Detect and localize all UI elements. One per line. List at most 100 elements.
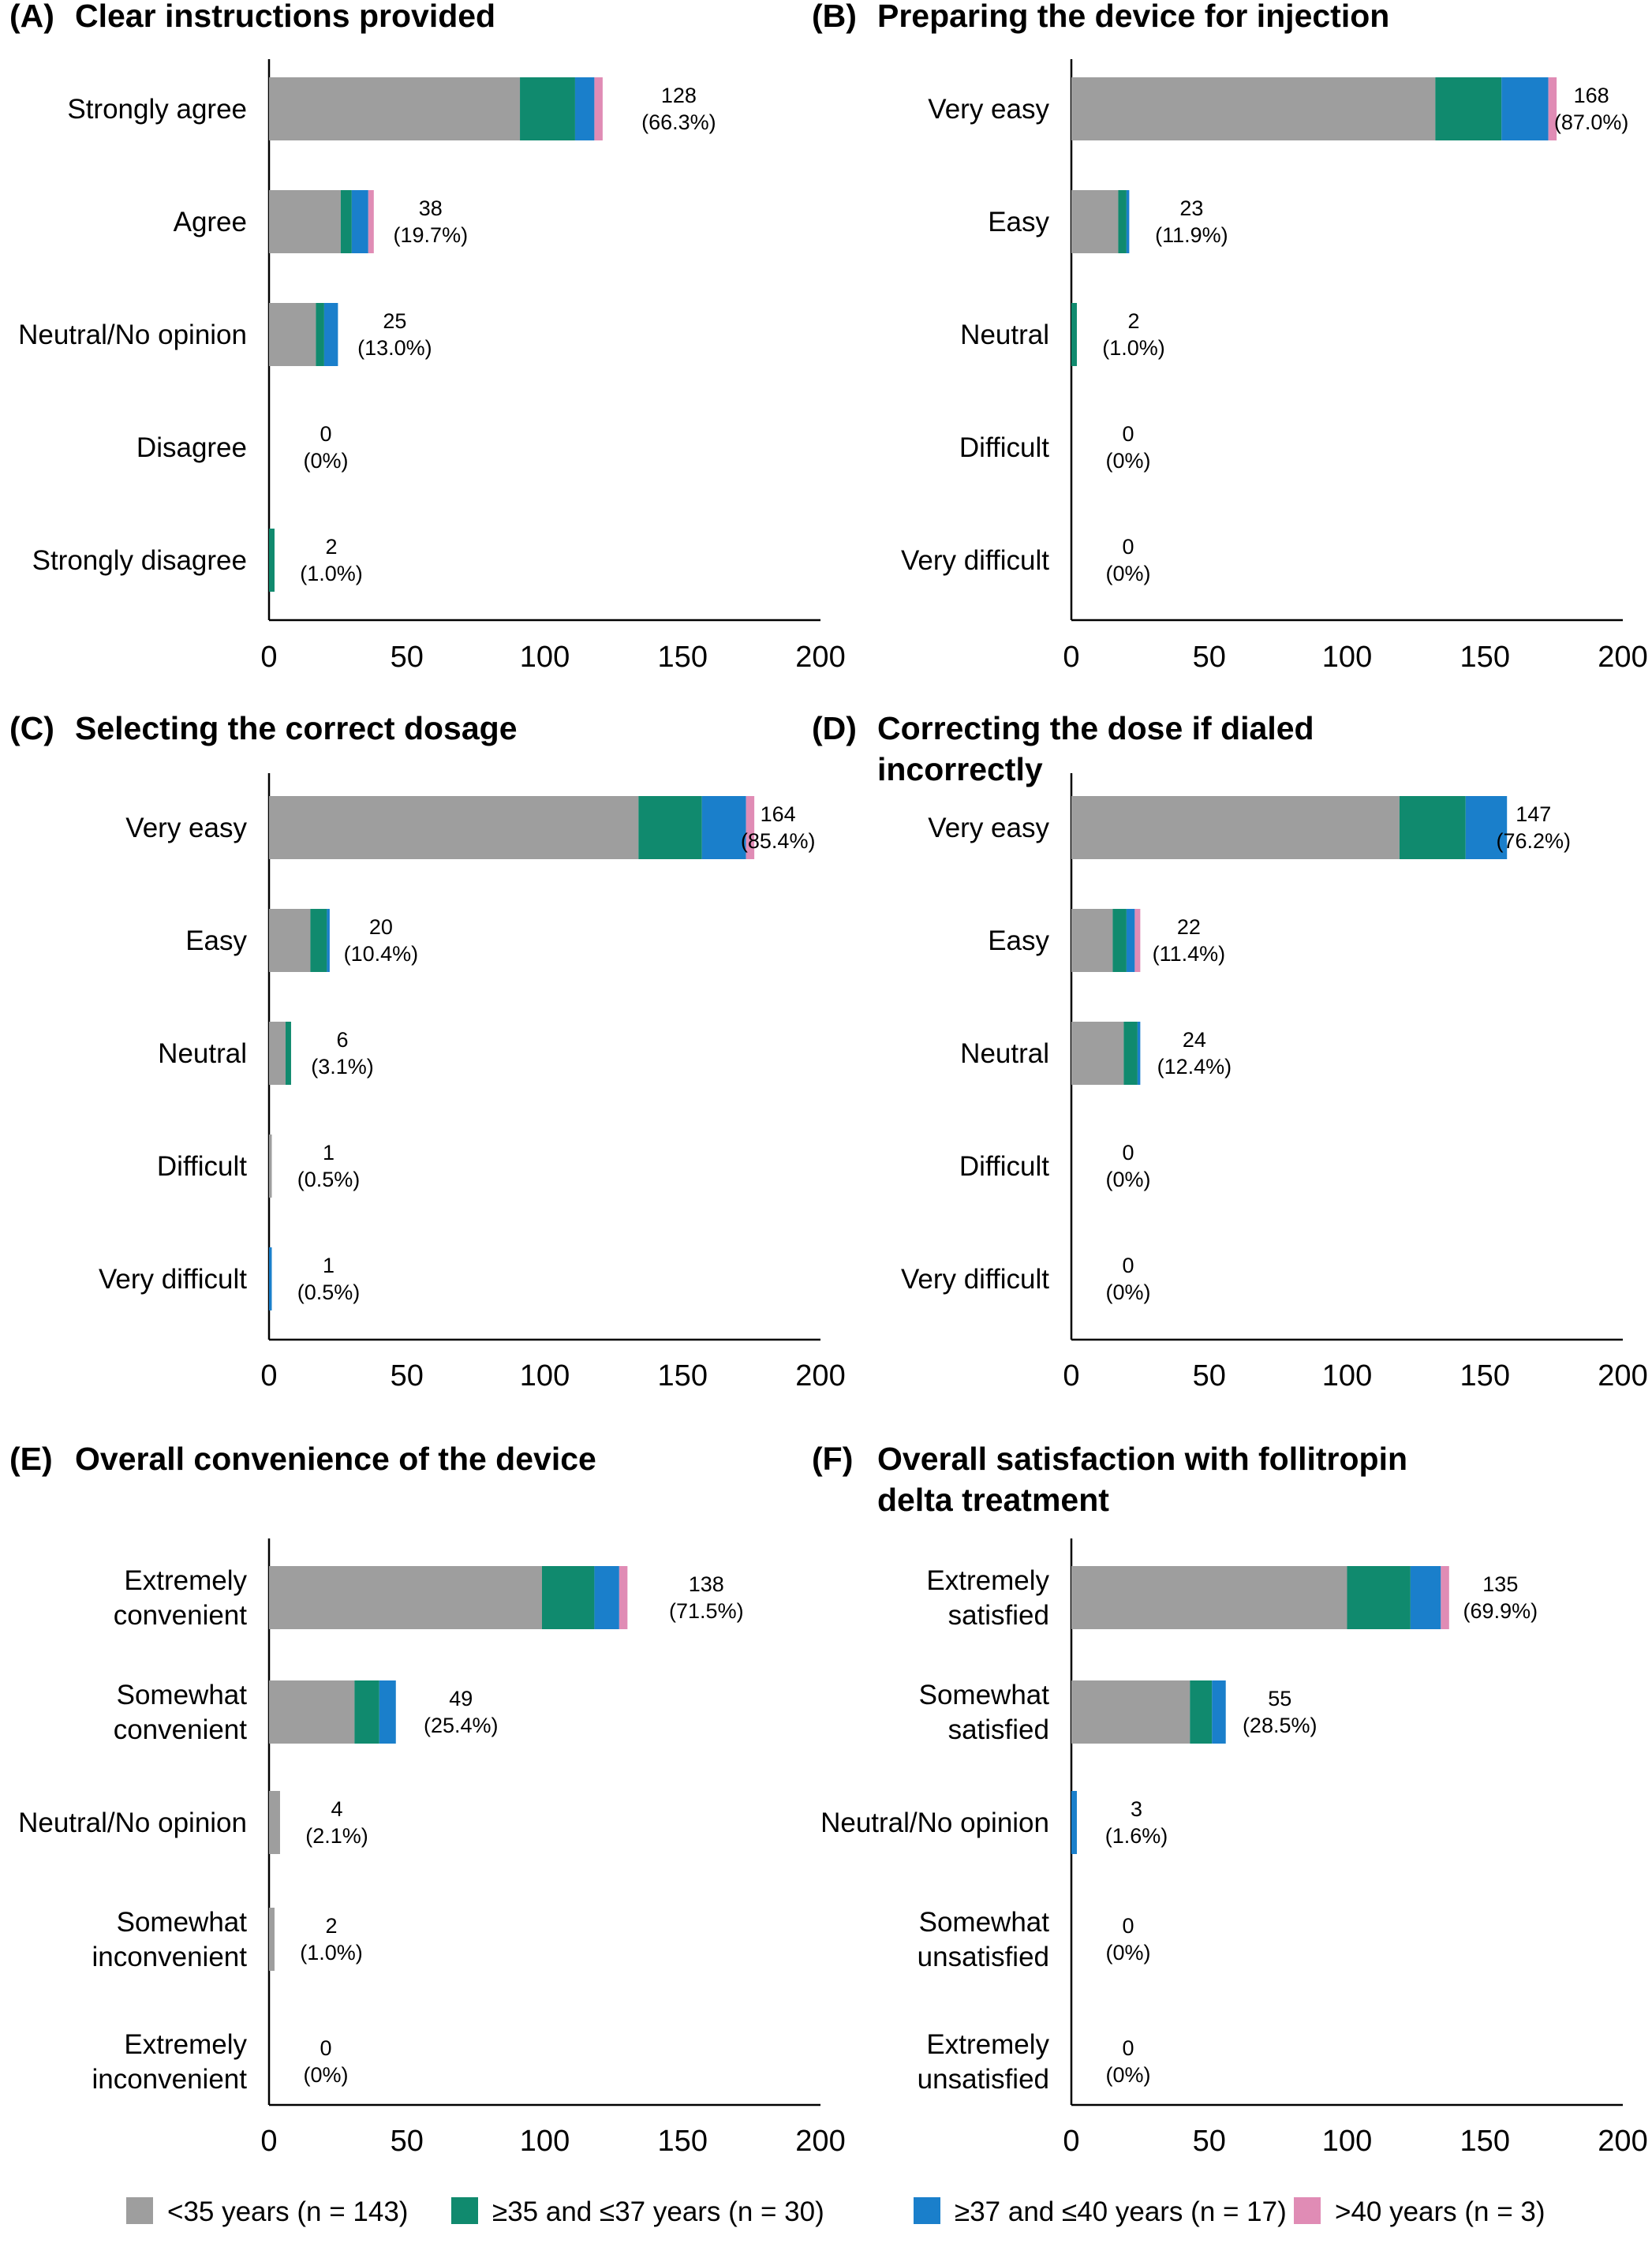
panel-f-category-extremely-unsatisfied: Extremely unsatisfied	[918, 2029, 1050, 2095]
panel-e-percent-somewhat-inconvenient: (1.0%)	[300, 1941, 363, 1964]
panel-c-title: Selecting the correct dosage	[75, 710, 518, 746]
panel-f-category-extremely-satisfied: Extremely satisfied	[926, 1565, 1049, 1631]
panel-b-bar-very-easy-series-4	[1548, 77, 1557, 140]
panel-c-xtick-50: 50	[391, 1359, 424, 1393]
panel-b-category-neutral: Neutral	[960, 320, 1049, 350]
panel-c-percent-easy: (10.4%)	[344, 942, 419, 966]
panel-d-category-difficult: Difficult	[959, 1151, 1049, 1182]
panel-e-letter: (E)	[9, 1441, 53, 1477]
panel-b-category-easy: Easy	[988, 207, 1049, 237]
panel-a-xtick-50: 50	[391, 641, 424, 674]
panel-d-letter: (D)	[812, 710, 857, 746]
panel-e-xtick-150: 150	[658, 2125, 708, 2158]
panel-e-count-somewhat-convenient: 49	[449, 1687, 473, 1710]
panel-a-bar-strongly-agree-series-3	[574, 77, 595, 140]
panel-a: (A) Clear instructions provided 0 50 100 150 2…	[9, 0, 846, 674]
panel-e-count-neutral-no-opinion: 4	[331, 1797, 342, 1821]
panel-d-bar-easy-series-3	[1126, 909, 1135, 972]
panel-c-xtick-0: 0	[260, 1359, 277, 1393]
panel-d-bar-very-easy-series-3	[1465, 796, 1508, 859]
panel-b-bar-very-easy-series-3	[1501, 77, 1549, 140]
panel-f-bar-somewhat-satisfied-series-3	[1212, 1680, 1226, 1744]
legend: <35 years (n = 143) ≥35 and ≤37 years (n …	[126, 2196, 1545, 2227]
panel-c-category-very-easy: Very easy	[125, 813, 247, 843]
panel-c-percent-difficult: (0.5%)	[297, 1168, 361, 1191]
panel-d-count-difficult: 0	[1122, 1141, 1134, 1164]
panel-c-category-neutral: Neutral	[158, 1038, 247, 1069]
panel-a-count-agree: 38	[419, 196, 443, 220]
panel-f-bar-extremely-satisfied-series-4	[1441, 1566, 1449, 1629]
panel-a-xtick-100: 100	[520, 641, 570, 674]
panel-f-title: Overall satisfaction with follitropin del…	[877, 1441, 1407, 1518]
panel-a-percent-neutral-no-opinion: (13.0%)	[357, 336, 432, 360]
panel-e-percent-extremely-convenient: (71.5%)	[669, 1599, 744, 1623]
panel-d-count-neutral: 24	[1183, 1028, 1206, 1052]
legend-label-2: ≥35 and ≤37 years (n = 30)	[492, 2196, 824, 2227]
panel-e-xtick-200: 200	[795, 2125, 845, 2158]
panel-f-percent-neutral-no-opinion: (1.6%)	[1105, 1824, 1168, 1848]
panel-b-count-difficult: 0	[1122, 422, 1134, 446]
legend-swatch-1	[126, 2197, 153, 2224]
panel-d-bar-neutral-series-2	[1123, 1022, 1138, 1085]
panel-a-bar-neutral-no-opinion-series-2	[316, 303, 324, 366]
panel-c-bar-easy-series-2	[310, 909, 327, 972]
panel-f-bar-somewhat-satisfied-series-1	[1071, 1680, 1190, 1744]
panel-b-percent-very-easy: (87.0%)	[1554, 110, 1629, 134]
panel-c-bar-very-easy-series-1	[269, 796, 639, 859]
panel-e-xtick-0: 0	[260, 2125, 277, 2158]
panel-e-percent-extremely-inconvenient: (0%)	[303, 2063, 348, 2087]
panel-a-bar-strongly-disagree-series-2	[269, 529, 275, 592]
panel-d-percent-very-difficult: (0%)	[1105, 1280, 1150, 1304]
panel-e-percent-neutral-no-opinion: (2.1%)	[305, 1824, 368, 1848]
panel-d-count-very-difficult: 0	[1122, 1254, 1134, 1277]
panel-d: (D) Correcting the dose if dialed incorrec…	[812, 710, 1648, 1393]
panel-c-count-very-difficult: 1	[323, 1254, 335, 1277]
panel-c-bar-neutral-series-2	[285, 1022, 291, 1085]
panel-c-xtick-100: 100	[520, 1359, 570, 1393]
panel-f-percent-somewhat-satisfied: (28.5%)	[1243, 1714, 1317, 1737]
panel-b-xtick-50: 50	[1193, 641, 1226, 674]
panel-d-bar-neutral-series-3	[1137, 1022, 1141, 1085]
panel-f-letter: (F)	[812, 1441, 853, 1477]
panel-e-bar-somewhat-inconvenient-series-1	[269, 1908, 275, 1971]
panel-d-count-very-easy: 147	[1516, 802, 1551, 826]
panel-d-percent-neutral: (12.4%)	[1157, 1055, 1232, 1079]
panel-a-category-strongly-agree: Strongly agree	[67, 94, 247, 125]
panel-a-count-disagree: 0	[320, 422, 331, 446]
panel-d-category-neutral: Neutral	[960, 1038, 1049, 1069]
panel-a-percent-disagree: (0%)	[303, 449, 348, 473]
panel-a-letter: (A)	[9, 0, 54, 34]
panel-f-count-neutral-no-opinion: 3	[1131, 1797, 1142, 1821]
panel-a-count-neutral-no-opinion: 25	[383, 309, 406, 333]
panel-c-bar-very-easy-series-3	[701, 796, 746, 859]
panel-b-count-very-difficult: 0	[1122, 535, 1134, 559]
panel-b-percent-difficult: (0%)	[1105, 449, 1150, 473]
panel-c-xtick-200: 200	[795, 1359, 845, 1393]
panel-c-category-easy: Easy	[185, 925, 247, 956]
panel-c-bar-difficult-series-1	[269, 1135, 272, 1198]
panel-e-bar-somewhat-convenient-series-3	[379, 1680, 396, 1744]
panel-a-percent-strongly-disagree: (1.0%)	[300, 562, 363, 585]
panel-e-xtick-50: 50	[391, 2125, 424, 2158]
panel-b-xtick-100: 100	[1322, 641, 1372, 674]
panel-b-bar-easy-series-1	[1071, 190, 1119, 253]
panel-d-category-easy: Easy	[988, 925, 1049, 956]
panel-a-bar-agree-series-4	[368, 190, 374, 253]
panel-d-bar-easy-series-2	[1112, 909, 1127, 972]
panel-c-bar-very-easy-series-2	[638, 796, 702, 859]
panel-d-bar-easy-series-1	[1071, 909, 1113, 972]
panel-d-xtick-50: 50	[1193, 1359, 1226, 1393]
panel-b: (B) Preparing the device for injection 0 50…	[812, 0, 1648, 674]
panel-e-category-neutral-no-opinion: Neutral/No opinion	[18, 1807, 247, 1838]
panel-e-category-somewhat-convenient: Somewhat convenient	[114, 1680, 248, 1745]
panel-b-percent-easy: (11.9%)	[1155, 223, 1228, 247]
legend-label-1: <35 years (n = 143)	[167, 2196, 408, 2227]
panel-f-xtick-50: 50	[1193, 2125, 1226, 2158]
panel-c-bar-very-difficult-series-3	[269, 1247, 272, 1310]
panel-d-bar-neutral-series-1	[1071, 1022, 1124, 1085]
panel-b-percent-neutral: (1.0%)	[1102, 336, 1165, 360]
panel-e-bar-extremely-convenient-series-1	[269, 1566, 543, 1629]
panel-d-bar-very-easy-series-1	[1071, 796, 1400, 859]
panel-a-count-strongly-disagree: 2	[325, 535, 337, 559]
panel-a-bar-neutral-no-opinion-series-3	[323, 303, 338, 366]
